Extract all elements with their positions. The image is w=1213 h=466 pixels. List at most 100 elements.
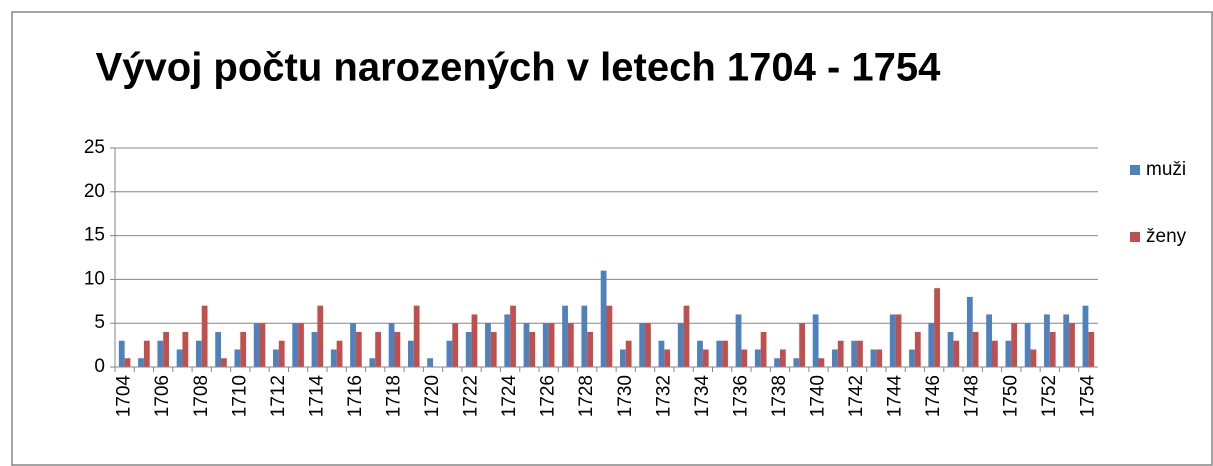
bar bbox=[490, 331, 497, 367]
y-tick-label: 0 bbox=[94, 356, 105, 377]
bar bbox=[587, 331, 594, 367]
x-tick-label: 1750 bbox=[1000, 375, 1021, 417]
bar bbox=[388, 323, 395, 367]
chart-title: Vývoj počtu narozených v letech 1704 - 1… bbox=[96, 46, 942, 90]
bar bbox=[369, 358, 376, 367]
bar bbox=[317, 305, 324, 367]
legend-swatch bbox=[1130, 165, 1140, 175]
x-tick-label: 1706 bbox=[152, 375, 173, 417]
bar bbox=[221, 358, 227, 367]
bar bbox=[253, 323, 260, 367]
bar bbox=[966, 296, 973, 367]
bar bbox=[934, 288, 940, 367]
bar bbox=[799, 323, 806, 367]
bar bbox=[529, 331, 536, 367]
bar bbox=[606, 305, 613, 367]
bar bbox=[857, 340, 863, 367]
bar bbox=[870, 349, 877, 367]
bar bbox=[837, 340, 844, 367]
bar bbox=[118, 340, 125, 367]
x-tick-label: 1710 bbox=[229, 375, 250, 417]
bar bbox=[581, 305, 588, 367]
bar bbox=[914, 331, 921, 367]
bar bbox=[947, 331, 954, 367]
bar bbox=[234, 349, 241, 367]
x-tick-label: 1720 bbox=[422, 375, 443, 417]
bar bbox=[600, 270, 607, 367]
bar bbox=[793, 358, 800, 367]
bar bbox=[562, 305, 568, 367]
bar bbox=[542, 323, 549, 367]
bar bbox=[330, 349, 337, 367]
bar bbox=[818, 358, 825, 367]
bar bbox=[375, 331, 381, 367]
x-tick-label: 1708 bbox=[191, 375, 212, 417]
bar bbox=[1063, 314, 1070, 367]
x-tick-label: 1748 bbox=[962, 375, 983, 417]
bar bbox=[895, 314, 902, 367]
bar bbox=[889, 314, 896, 367]
bar bbox=[677, 323, 684, 367]
y-tick-label: 15 bbox=[84, 225, 105, 246]
x-tick-label: 1724 bbox=[499, 375, 520, 418]
bar bbox=[851, 340, 858, 367]
bar bbox=[1082, 305, 1089, 367]
bar bbox=[240, 331, 247, 367]
bar bbox=[1049, 331, 1056, 367]
bar bbox=[702, 349, 709, 367]
x-tick-label: 1722 bbox=[461, 375, 482, 417]
bar bbox=[619, 349, 626, 367]
y-tick-label: 5 bbox=[94, 312, 105, 333]
bar bbox=[355, 331, 362, 367]
y-tick-label: 25 bbox=[84, 137, 105, 158]
bar bbox=[774, 358, 780, 367]
bar bbox=[273, 349, 279, 367]
y-tick-label: 10 bbox=[84, 268, 105, 289]
x-tick-label: 1744 bbox=[885, 375, 906, 418]
bar bbox=[658, 340, 665, 367]
bar bbox=[639, 323, 646, 367]
bar bbox=[485, 323, 491, 367]
bar bbox=[311, 331, 318, 367]
bar bbox=[427, 358, 434, 367]
x-tick-label: 1738 bbox=[769, 375, 790, 417]
bar bbox=[452, 323, 459, 367]
y-tick-label: 20 bbox=[84, 181, 105, 202]
x-tick-label: 1730 bbox=[615, 375, 636, 417]
bar bbox=[278, 340, 285, 367]
bar bbox=[124, 358, 131, 367]
bar bbox=[645, 323, 651, 367]
bar bbox=[1011, 323, 1018, 367]
bar bbox=[986, 314, 992, 367]
bar bbox=[832, 349, 838, 367]
bar bbox=[1069, 323, 1075, 367]
bar bbox=[716, 340, 723, 367]
bar bbox=[163, 331, 169, 367]
bar bbox=[350, 323, 356, 367]
bar bbox=[548, 323, 555, 367]
bar bbox=[1005, 340, 1012, 367]
x-tick-label: 1716 bbox=[345, 375, 366, 417]
bar bbox=[953, 340, 960, 367]
bar bbox=[754, 349, 761, 367]
bar bbox=[471, 314, 478, 367]
bar bbox=[1044, 314, 1050, 367]
bar bbox=[413, 305, 420, 367]
bar bbox=[812, 314, 819, 367]
bar bbox=[972, 331, 979, 367]
bar bbox=[201, 305, 208, 367]
bar bbox=[876, 349, 883, 367]
bar bbox=[523, 323, 530, 367]
bar bbox=[215, 331, 222, 367]
bar bbox=[1088, 331, 1095, 367]
bar bbox=[157, 340, 164, 367]
chart-border bbox=[11, 11, 1213, 466]
bar bbox=[182, 331, 189, 367]
x-tick-label: 1740 bbox=[808, 375, 829, 417]
bar bbox=[394, 331, 401, 367]
x-tick-label: 1712 bbox=[268, 375, 289, 417]
bar bbox=[722, 340, 728, 367]
x-tick-label: 1714 bbox=[306, 375, 327, 418]
x-tick-label: 1734 bbox=[692, 375, 713, 418]
